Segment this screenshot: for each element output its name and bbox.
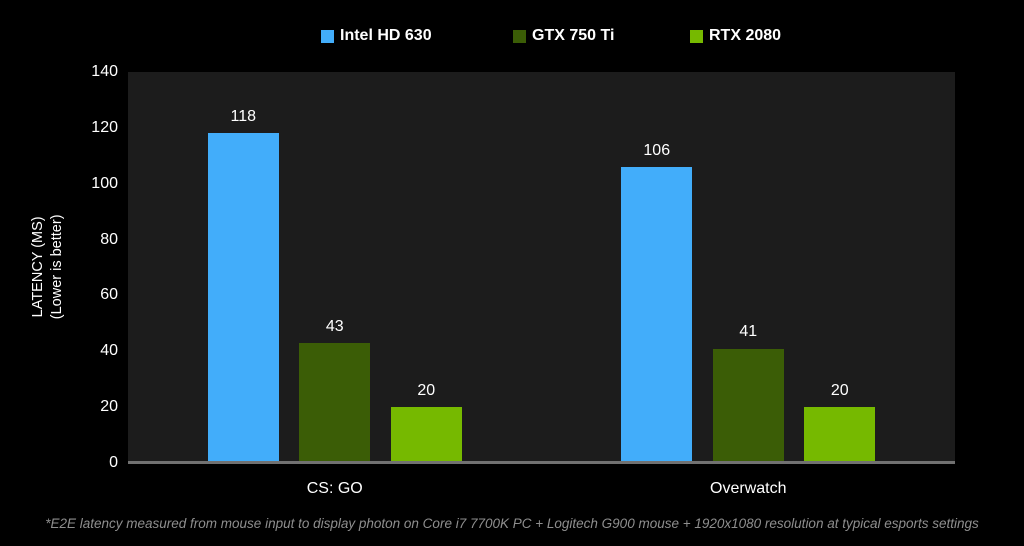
legend-swatch-rtx-2080: [690, 29, 703, 43]
bar-gtx-750-ti-cs-go: [299, 342, 371, 463]
legend-item-rtx-2080: RTX 2080: [690, 28, 781, 44]
x-axis-line: [128, 461, 955, 464]
value-label-rtx-2080-cs-go: 20: [417, 382, 436, 400]
value-label-intel-hd-630-overwatch: 106: [643, 141, 671, 159]
legend-item-intel-hd-630: Intel HD 630: [321, 28, 432, 44]
y-tick-label-80: 80: [100, 230, 118, 248]
legend-label: GTX 750 Ti: [532, 27, 615, 44]
value-label-gtx-750-ti-overwatch: 41: [739, 323, 758, 341]
bar-intel-hd-630-cs-go: [207, 133, 279, 463]
y-tick-label-140: 140: [91, 63, 118, 80]
legend-label: RTX 2080: [709, 27, 782, 44]
category-label-overwatch: Overwatch: [710, 480, 787, 497]
y-tick-label-100: 100: [91, 174, 118, 192]
y-tick-label-40: 40: [100, 342, 118, 360]
plot-area: [128, 72, 955, 463]
y-tick-label-20: 20: [100, 398, 118, 416]
value-label-rtx-2080-overwatch: 20: [830, 382, 849, 400]
bar-rtx-2080-cs-go: [390, 407, 462, 463]
y-axis-title-main: LATENCY (MS): [30, 216, 47, 318]
legend-swatch-intel-hd-630: [321, 29, 334, 43]
footnote: *E2E latency measured from mouse input t…: [45, 516, 979, 531]
legend-swatch-gtx-750-ti: [513, 29, 526, 43]
y-axis-title-sub: (Lower is better): [49, 214, 65, 320]
value-label-gtx-750-ti-cs-go: 43: [325, 317, 344, 335]
y-axis-title: LATENCY (MS) (Lower is better): [29, 147, 67, 387]
bar-intel-hd-630-overwatch: [621, 166, 693, 463]
category-label-cs-go: CS: GO: [306, 480, 363, 497]
bar-gtx-750-ti-overwatch: [712, 348, 784, 463]
bar-rtx-2080-overwatch: [804, 407, 876, 463]
value-label-intel-hd-630-cs-go: 118: [230, 108, 256, 126]
legend-item-gtx-750-ti: GTX 750 Ti: [513, 28, 614, 44]
y-tick-label-60: 60: [100, 286, 118, 304]
y-tick-label-0: 0: [109, 454, 118, 471]
legend-label: Intel HD 630: [340, 27, 432, 44]
y-tick-label-120: 120: [91, 118, 118, 136]
